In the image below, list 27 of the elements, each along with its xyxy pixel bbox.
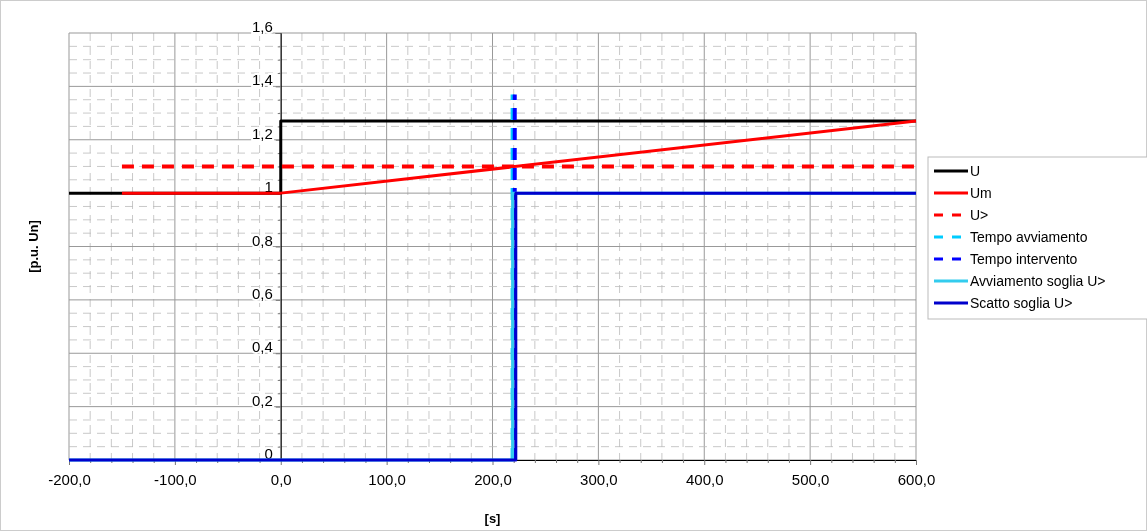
legend-label: Um bbox=[970, 185, 992, 201]
legend-label: U> bbox=[970, 207, 989, 223]
y-axis-title: [p.u. Un] bbox=[26, 220, 41, 273]
y-tick-label: 0,2 bbox=[251, 391, 273, 409]
legend-label: U bbox=[970, 163, 981, 179]
x-axis-title: [s] bbox=[484, 511, 501, 526]
legend-label: Scatto soglia U> bbox=[970, 295, 1073, 311]
x-tick-label: 600,0 bbox=[897, 470, 936, 488]
x-tick-label: 100,0 bbox=[368, 470, 406, 488]
x-tick-label: 0,0 bbox=[270, 470, 292, 488]
legend-label: Tempo intervento bbox=[970, 251, 1078, 267]
x-tick-label: -100,0 bbox=[154, 470, 197, 488]
x-tick-label: -200,0 bbox=[48, 470, 91, 488]
x-tick-label: 400,0 bbox=[685, 470, 724, 488]
x-tick-label: 300,0 bbox=[580, 470, 618, 488]
y-tick-label: 1,6 bbox=[251, 18, 273, 35]
y-tick-label: 1,4 bbox=[251, 71, 273, 89]
x-tick-label: 500,0 bbox=[791, 470, 830, 488]
y-tick-label: 1,2 bbox=[251, 124, 273, 142]
y-tick-label: 0,4 bbox=[251, 338, 273, 356]
legend-label: Tempo avviamento bbox=[970, 229, 1088, 245]
y-tick-label: 1 bbox=[264, 178, 273, 196]
y-tick-label: 0,6 bbox=[251, 284, 273, 302]
legend-label: Avviamento soglia U> bbox=[970, 273, 1106, 289]
y-tick-label: 0 bbox=[264, 445, 273, 462]
y-tick-label: 0,8 bbox=[251, 231, 273, 249]
x-tick-label: 200,0 bbox=[474, 470, 512, 488]
